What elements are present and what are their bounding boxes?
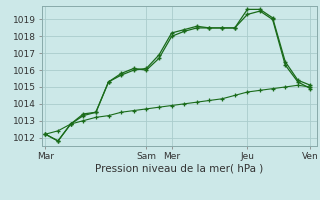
X-axis label: Pression niveau de la mer( hPa ): Pression niveau de la mer( hPa ) xyxy=(95,163,263,173)
